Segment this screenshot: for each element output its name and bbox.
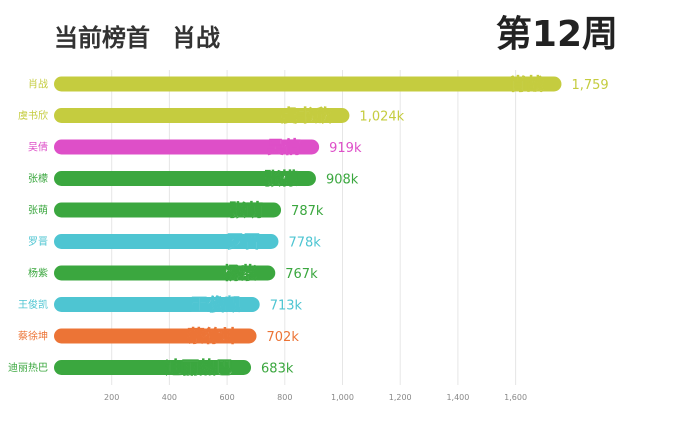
category-label: 杨紫 — [28, 267, 48, 280]
bar-name-label: 杨紫 — [223, 263, 257, 284]
bar — [54, 171, 316, 186]
bar — [54, 76, 562, 92]
bar-value-label: 1,024k — [359, 110, 404, 125]
bar — [54, 265, 276, 281]
x-tick-label: 200 — [104, 393, 119, 402]
bars-group: 肖战 肖战 1,759 虞书欣 虞书欣 1,024k 吴倩 吴倩 919k 张檬 张檬 908k 张萌 张… — [8, 74, 609, 379]
bar — [54, 234, 279, 249]
week-label: 第12周 — [496, 14, 618, 55]
x-tick-label: 800 — [277, 393, 292, 402]
category-label: 张萌 — [28, 204, 48, 217]
x-tick-label: 1,400 — [446, 393, 469, 402]
category-label: 罗晋 — [28, 236, 48, 248]
x-axis-ticks: 200 400 600 800 1,000 1,200 1,400 1,600 — [104, 393, 527, 402]
bar-name-label: 罗晋 — [226, 233, 260, 253]
bar-value-label: 908k — [326, 173, 359, 188]
bar-name-label: 迪丽热巴 — [165, 358, 233, 379]
bar-name-label: 张萌 — [229, 200, 263, 221]
bar-name-label: 虞书欣 — [280, 106, 332, 127]
bar-value-label: 702k — [267, 330, 300, 345]
category-label: 迪丽热巴 — [8, 361, 48, 374]
x-tick-label: 1,200 — [389, 393, 412, 402]
bar-name-label: 张檬 — [264, 170, 298, 190]
category-label: 王俊凯 — [18, 298, 48, 311]
bar-value-label: 1,759 — [571, 78, 608, 93]
bar-value-label: 767k — [285, 267, 318, 282]
bar-name-label: 王俊凯 — [191, 295, 242, 316]
bar-value-label: 778k — [288, 236, 321, 251]
bar-name-label: 吴倩 — [267, 138, 301, 158]
bar — [54, 139, 320, 155]
category-label: 张檬 — [28, 173, 48, 185]
category-label: 虞书欣 — [18, 109, 48, 122]
x-tick-label: 1,000 — [331, 393, 354, 402]
bar-value-label: 919k — [329, 141, 362, 156]
category-label: 吴倩 — [28, 141, 48, 154]
bar-value-label: 787k — [291, 204, 324, 219]
bar-value-label: 683k — [261, 362, 294, 377]
x-tick-label: 400 — [162, 393, 177, 402]
bar — [54, 328, 257, 344]
bar — [54, 202, 282, 218]
bar-name-label: 肖战 — [509, 74, 543, 95]
bar-name-label: 蔡徐坤 — [187, 326, 239, 347]
leader-title-name: 肖战 — [172, 24, 220, 52]
leader-title-prefix: 当前榜首 — [54, 24, 150, 52]
category-label: 肖战 — [28, 78, 48, 91]
x-tick-label: 1,600 — [504, 393, 527, 402]
bar-value-label: 713k — [270, 299, 303, 314]
bar — [54, 108, 350, 123]
category-label: 蔡徐坤 — [18, 330, 48, 343]
bar — [54, 360, 252, 375]
bar — [54, 297, 260, 312]
x-tick-label: 600 — [219, 393, 234, 402]
